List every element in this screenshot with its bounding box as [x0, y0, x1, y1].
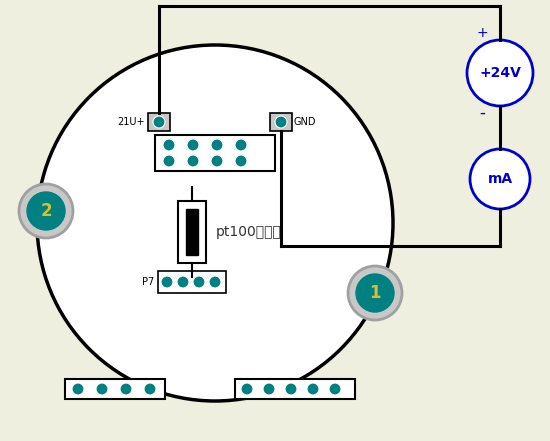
- Circle shape: [120, 383, 132, 395]
- Circle shape: [211, 155, 223, 167]
- Circle shape: [348, 266, 402, 320]
- Bar: [148, 113, 170, 131]
- Text: -: -: [479, 104, 485, 122]
- Bar: [178, 201, 206, 263]
- Bar: [270, 113, 292, 131]
- Circle shape: [209, 276, 221, 288]
- Circle shape: [144, 383, 156, 395]
- Circle shape: [193, 276, 205, 288]
- Circle shape: [163, 139, 175, 151]
- Circle shape: [356, 274, 394, 312]
- Circle shape: [37, 45, 393, 401]
- Bar: [235, 379, 355, 399]
- Text: +: +: [476, 26, 488, 40]
- Bar: [186, 209, 198, 255]
- Bar: [158, 271, 226, 293]
- Circle shape: [285, 383, 297, 395]
- Circle shape: [275, 116, 287, 128]
- Circle shape: [467, 40, 533, 106]
- Circle shape: [263, 383, 275, 395]
- Bar: [65, 379, 165, 399]
- Circle shape: [153, 116, 165, 128]
- Text: pt100铂电阻: pt100铂电阻: [216, 225, 282, 239]
- Text: mA: mA: [487, 172, 513, 186]
- Circle shape: [96, 383, 108, 395]
- Circle shape: [211, 139, 223, 151]
- Circle shape: [235, 155, 247, 167]
- Bar: [155, 135, 275, 171]
- Circle shape: [19, 184, 73, 238]
- Circle shape: [329, 383, 341, 395]
- Circle shape: [470, 149, 530, 209]
- Circle shape: [72, 383, 84, 395]
- Text: 2: 2: [40, 202, 52, 220]
- Text: 21U+: 21U+: [118, 117, 145, 127]
- Circle shape: [161, 276, 173, 288]
- Circle shape: [177, 276, 189, 288]
- Text: GND: GND: [294, 117, 316, 127]
- Circle shape: [27, 192, 65, 230]
- Circle shape: [187, 155, 199, 167]
- Circle shape: [241, 383, 253, 395]
- Text: +24V: +24V: [479, 66, 521, 80]
- Text: 1: 1: [369, 284, 381, 302]
- Circle shape: [235, 139, 247, 151]
- Circle shape: [163, 155, 175, 167]
- Circle shape: [307, 383, 319, 395]
- Circle shape: [187, 139, 199, 151]
- Text: P7: P7: [142, 277, 154, 287]
